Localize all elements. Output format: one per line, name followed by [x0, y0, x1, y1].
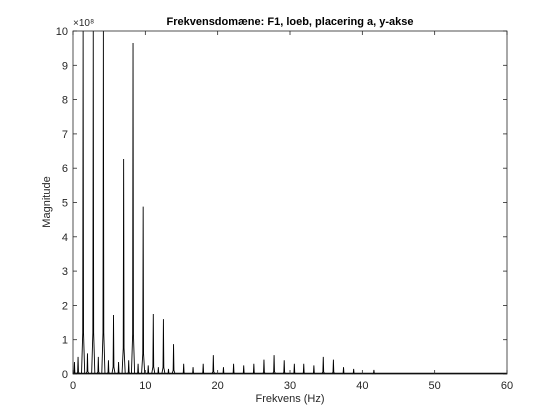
spectrum-peak	[85, 353, 90, 375]
y-tick-label: 7	[62, 129, 68, 141]
x-tick-label: 50	[429, 380, 441, 392]
x-axis: 0 10 20 30 40 50 60	[70, 31, 513, 392]
y-tick-label: 4	[62, 232, 68, 244]
y-tick-label: 6	[62, 163, 68, 175]
x-tick-label: 60	[501, 380, 513, 392]
y-tick-label: 3	[62, 266, 68, 278]
spectrum-peak	[211, 355, 216, 375]
x-axis-label: Frekvens (Hz)	[255, 393, 324, 405]
spectrum-peak	[96, 356, 101, 375]
spectrum-peak	[76, 356, 81, 375]
y-axis-multiplier: ×10⁸	[73, 18, 94, 29]
x-tick-label: 40	[356, 380, 368, 392]
spectrum-peak	[151, 313, 156, 375]
x-tick-label: 0	[70, 380, 76, 392]
x-tick-label: 10	[139, 380, 151, 392]
y-tick-label: 5	[62, 198, 68, 210]
spectrum-peak	[161, 319, 166, 375]
y-tick-label: 9	[62, 60, 68, 72]
y-tick-label: 2	[62, 300, 68, 312]
y-tick-label: 1	[62, 335, 68, 347]
y-axis-label: Magnitude	[41, 176, 53, 227]
chart-title: Frekvensdomæne: F1, loeb, placering a, y…	[167, 16, 414, 28]
x-tick-label: 20	[212, 380, 224, 392]
plot-area-background	[73, 31, 507, 374]
spectrum-peak	[321, 356, 326, 375]
spectrum-peak	[111, 315, 116, 375]
y-tick-label: 0	[62, 369, 68, 381]
y-axis: 0 1 2 3 4 5 6 7 8 9 10	[56, 26, 507, 381]
spectrum-peak	[121, 158, 126, 375]
spectrum-peak	[141, 206, 146, 375]
x-tick-label: 30	[284, 380, 296, 392]
spectrum-peak	[171, 344, 176, 375]
y-tick-label: 10	[56, 26, 68, 38]
y-tick-label: 8	[62, 95, 68, 107]
spectrum-peak	[272, 355, 277, 375]
spectrum-peak	[130, 43, 136, 375]
